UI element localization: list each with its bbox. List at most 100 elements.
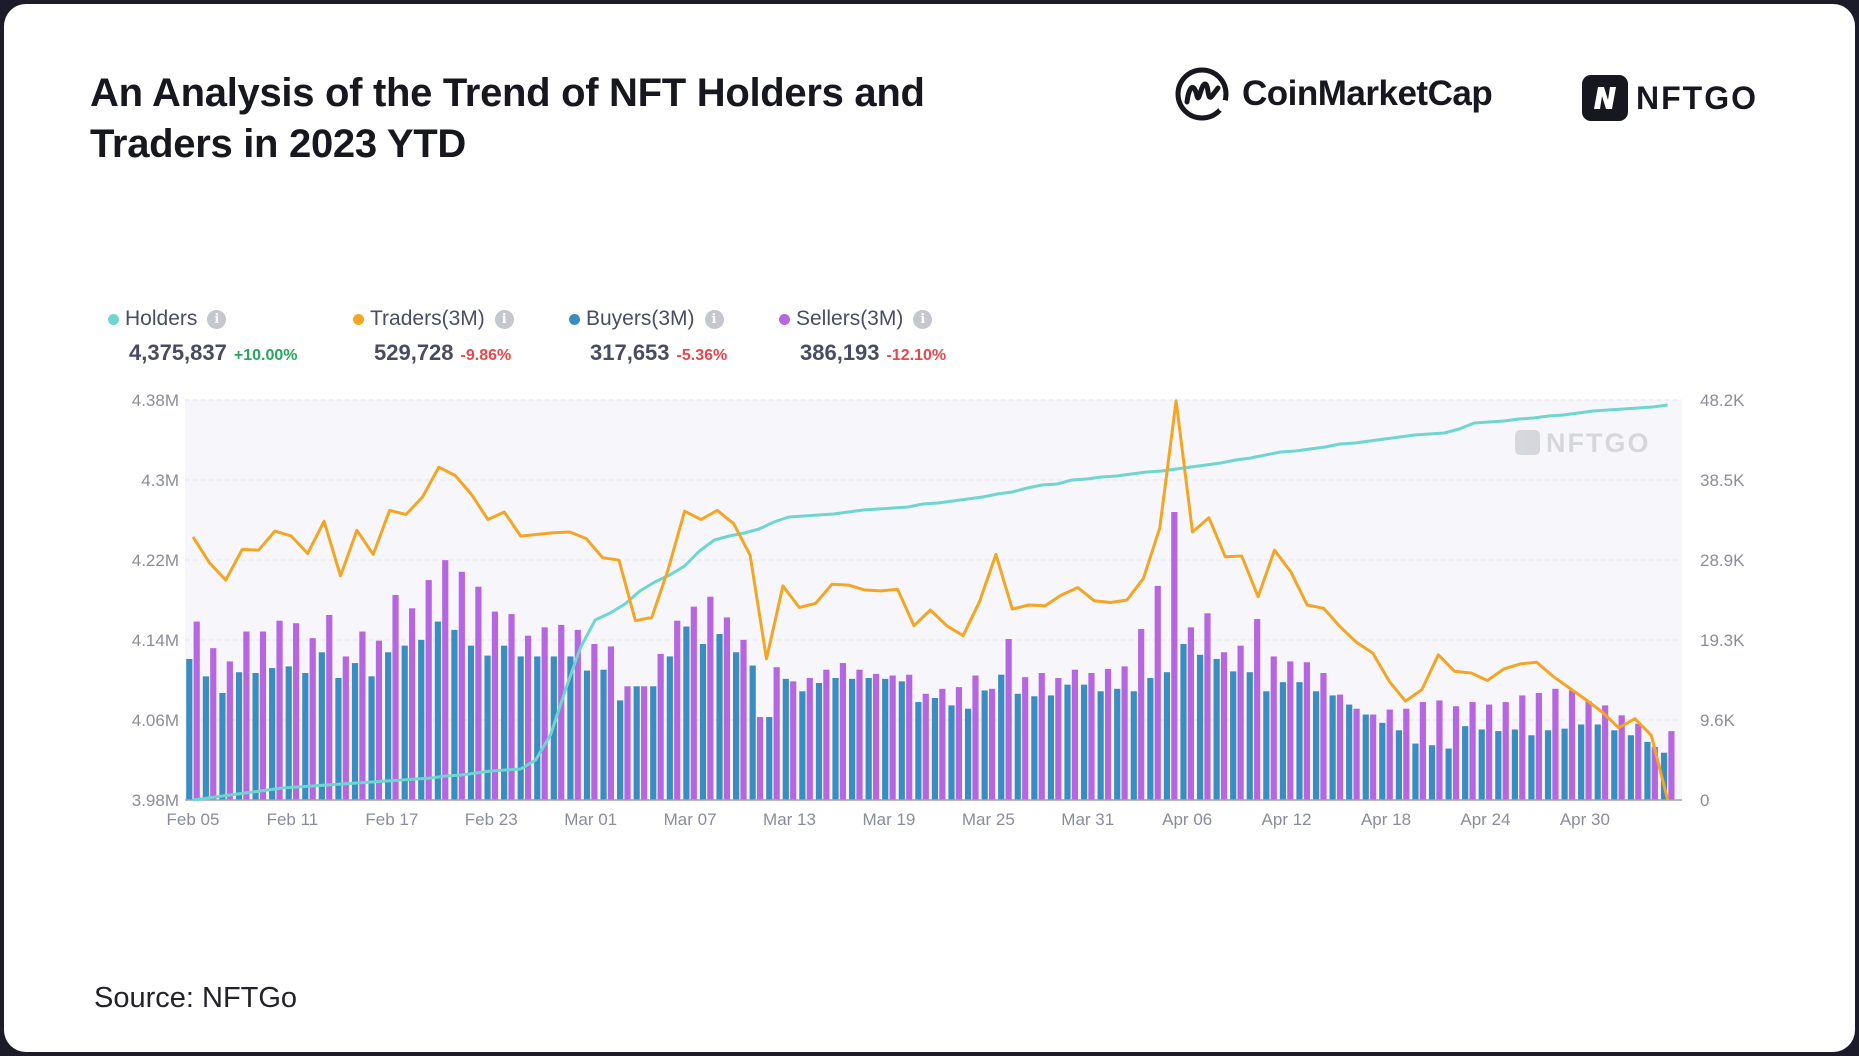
sellers-bar	[226, 661, 233, 800]
buyers-bar	[335, 678, 342, 800]
sellers-bar	[1204, 613, 1211, 800]
buyers-bar	[832, 678, 839, 800]
sellers-bar	[243, 631, 250, 800]
legend-value: 386,193	[800, 340, 880, 365]
legend-item-sellers[interactable]: Sellers(3M) i 386,193 -12.10%	[779, 304, 946, 366]
buyers-bar	[1362, 714, 1369, 800]
info-icon[interactable]: i	[494, 309, 514, 329]
buyers-bar	[1660, 752, 1668, 800]
sellers-bar	[409, 608, 416, 800]
y-right-tick-label: 48.2K	[1700, 391, 1745, 410]
sellers-bar	[558, 624, 565, 800]
coinmarketcap-logo-text: CoinMarketCap	[1242, 74, 1493, 113]
sellers-bar	[1353, 708, 1360, 800]
buyers-bar	[1528, 735, 1535, 800]
sellers-bar	[1220, 652, 1228, 800]
buyers-bar	[815, 682, 823, 800]
buyers-bar	[1097, 691, 1104, 800]
sellers-bar	[1038, 673, 1045, 800]
sellers-bar	[1104, 668, 1112, 800]
sellers-bar	[823, 669, 830, 800]
buyers-bar	[865, 678, 872, 800]
legend-change: -9.86%	[460, 347, 512, 364]
buyers-bar	[285, 666, 292, 800]
buyers-bar	[1312, 691, 1320, 800]
sellers-bar	[756, 717, 764, 800]
x-tick-label: Apr 30	[1560, 810, 1610, 829]
sellers-bar	[574, 629, 581, 800]
sellers-bar	[591, 643, 598, 800]
buyers-bar	[368, 676, 375, 800]
buyers-bar	[1213, 658, 1220, 800]
sellers-bar	[1635, 723, 1642, 800]
holders-line	[192, 403, 1668, 802]
buyers-bar	[1561, 728, 1568, 800]
nftgo-logo: NFTGO	[1582, 72, 1758, 124]
buyers-bar	[534, 656, 541, 800]
buyers-bar	[1064, 684, 1071, 800]
buyers-bar	[1395, 730, 1402, 800]
legend-item-traders[interactable]: Traders(3M) i 529,728 -9.86%	[353, 304, 514, 366]
buyers-bar	[782, 678, 789, 800]
sellers-bar	[707, 596, 714, 800]
legend-item-buyers[interactable]: Buyers(3M) i 317,653 -5.36%	[569, 304, 727, 366]
legend-item-holders[interactable]: Holders i 4,375,837 +10.00%	[108, 304, 297, 366]
x-tick-label: Mar 07	[664, 810, 717, 829]
sellers-bar	[1568, 690, 1576, 800]
sellers-bar	[1088, 673, 1095, 800]
buyers-bar	[650, 686, 657, 800]
legend-change: -5.36%	[676, 347, 728, 364]
sellers-bar	[1254, 619, 1261, 800]
buyers-bar	[1594, 724, 1601, 800]
sellers-bar	[442, 560, 449, 800]
info-icon[interactable]: i	[913, 309, 933, 329]
buyers-bar	[1130, 691, 1137, 800]
nftgo-icon	[1582, 75, 1628, 121]
info-icon[interactable]: i	[207, 309, 227, 329]
buyers-bar	[269, 668, 276, 800]
buyers-bar	[1346, 704, 1353, 800]
buyers-bar	[1462, 726, 1469, 800]
x-tick-label: Feb 11	[267, 810, 319, 829]
sellers-bar	[326, 614, 333, 800]
sellers-bar	[1403, 708, 1410, 800]
sellers-bar	[1386, 709, 1393, 800]
x-tick-label: Apr 18	[1361, 810, 1411, 829]
buyers-bar	[302, 673, 309, 800]
buyers-bar	[898, 681, 905, 800]
y-left-tick-label: 3.98M	[132, 791, 179, 810]
info-icon[interactable]: i	[704, 309, 724, 329]
sellers-bar	[1519, 695, 1526, 800]
buyers-bar	[633, 686, 640, 800]
x-tick-label: Apr 12	[1262, 810, 1312, 829]
y-right-tick-label: 9.6K	[1700, 711, 1736, 730]
legend-change: -12.10%	[886, 347, 947, 364]
sellers-bar	[1320, 673, 1327, 800]
legend-change: +10.00%	[233, 347, 298, 364]
buyers-bar	[1478, 729, 1485, 800]
buyers-bar	[1080, 684, 1088, 800]
buyers-bar	[186, 658, 193, 800]
sellers-bar	[1237, 645, 1244, 800]
sellers-bar	[1651, 746, 1658, 800]
buyers-bar	[1147, 678, 1154, 800]
buyers-bar	[583, 670, 591, 800]
buyers-bar	[948, 705, 955, 800]
sellers-bar	[856, 669, 863, 800]
buyers-bar	[931, 697, 939, 800]
x-tick-label: Mar 25	[962, 810, 1015, 829]
buyers-bar	[1495, 731, 1502, 800]
buyers-bar	[484, 655, 491, 800]
buyers-bar	[1263, 691, 1270, 800]
legend-value: 529,728	[374, 340, 454, 365]
buyers-bar	[1379, 722, 1386, 800]
buyers-bar	[998, 674, 1005, 800]
buyers-bar	[1114, 688, 1121, 800]
x-tick-label: Mar 01	[564, 810, 617, 829]
legend-dot-buyers	[569, 313, 580, 325]
buyers-bar	[202, 676, 209, 800]
nftgo-watermark-icon	[1515, 430, 1540, 455]
sellers-bar	[1585, 701, 1592, 800]
sellers-bar	[259, 631, 267, 800]
coinmarketcap-logo: CoinMarketCap	[1174, 64, 1493, 124]
